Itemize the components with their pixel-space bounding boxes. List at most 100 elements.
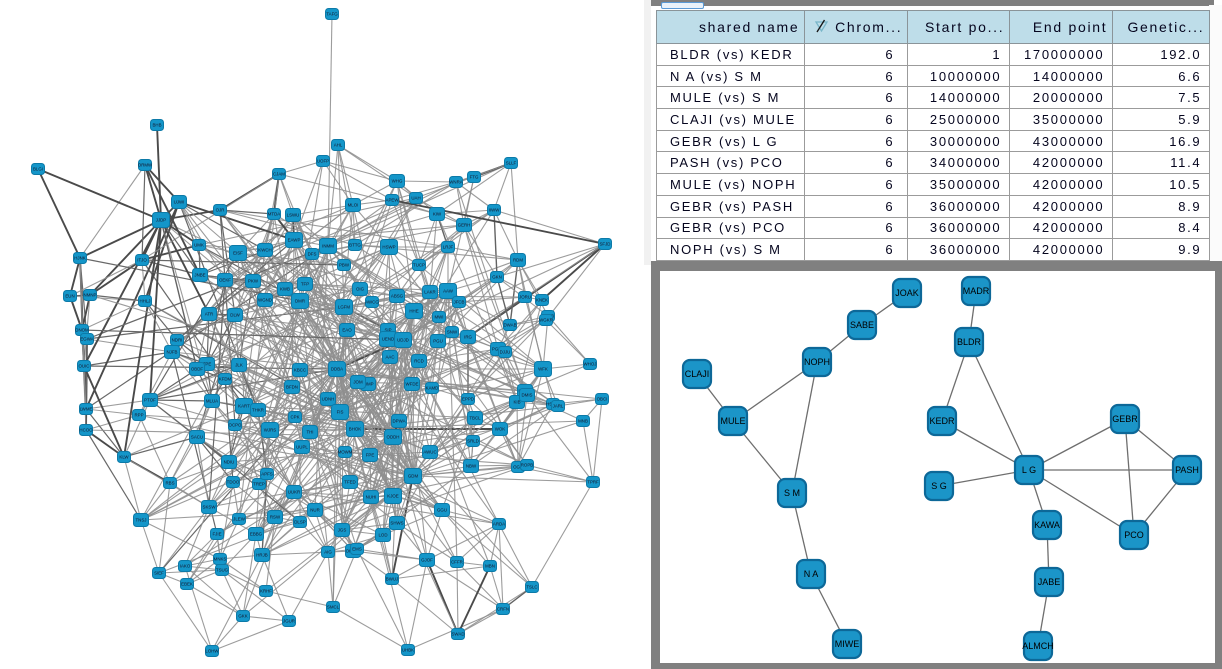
svg-text:EMS: EMS [352,547,362,552]
svg-text:BLGI: BLGI [33,167,43,172]
svg-text:NOPH: NOPH [804,357,830,367]
svg-text:JABE: JABE [1038,577,1061,587]
svg-text:AHL: AHL [334,143,343,148]
svg-text:ATR: ATR [205,312,213,317]
svg-text:DLSP: DLSP [294,520,306,525]
svg-text:AAC: AAC [385,355,394,360]
svg-text:S M: S M [784,488,800,498]
svg-text:TPE: TPE [203,362,212,367]
svg-text:BHB: BHB [152,123,161,128]
svg-text:ODDH: ODDH [387,435,400,440]
svg-text:NDIU: NDIU [224,460,235,465]
svg-text:SHWS: SHWS [390,521,403,526]
svg-text:MBN: MBN [485,564,495,569]
svg-text:SIEF: SIEF [154,571,164,576]
svg-text:AWCG: AWCG [365,300,379,305]
svg-text:NDRI: NDRI [172,338,183,343]
svg-text:SABE: SABE [850,320,874,330]
svg-text:DFS: DFS [308,252,317,257]
svg-text:EUN: EUN [65,294,74,299]
svg-text:DDBA: DDBA [331,367,343,372]
svg-text:TSLC: TSLC [526,585,537,590]
svg-text:JGUR: JGUR [283,619,295,624]
svg-text:OIG: OIG [356,287,365,292]
svg-text:ORMW: ORMW [138,163,153,168]
svg-text:KJOE: KJOE [387,494,399,499]
svg-text:AAW: AAW [443,289,454,294]
svg-text:RCD: RCD [414,359,424,364]
svg-text:L G: L G [1022,465,1036,475]
svg-text:ITJO: ITJO [137,258,147,263]
svg-text:MADR: MADR [963,286,990,296]
svg-text:HJNK: HJNK [74,256,86,261]
svg-text:KEDR: KEDR [929,416,955,426]
svg-text:FPE: FPE [366,453,375,458]
svg-text:UEND: UEND [382,337,394,342]
svg-text:WNRA: WNRA [449,180,462,185]
svg-text:JORU: JORU [519,295,531,300]
svg-text:GDM: GDM [408,474,419,479]
svg-text:EBEK: EBEK [181,582,193,587]
svg-text:IRG: IRG [464,335,472,340]
svg-text:TREP: TREP [253,482,265,487]
svg-text:MNB: MNB [578,419,588,424]
svg-text:TAFG: TAFG [326,12,338,17]
svg-text:GKN: GKN [492,275,502,280]
svg-text:DWAB: DWAB [503,323,516,328]
svg-text:EISF: EISF [233,251,243,256]
svg-text:JLK: JLK [235,363,243,368]
svg-text:MIWE: MIWE [835,639,860,649]
svg-text:DLW: DLW [230,313,240,318]
svg-text:NUHI: NUHI [366,495,377,500]
svg-text:NBW: NBW [466,464,477,469]
svg-text:EGWA: EGWA [80,337,93,342]
svg-text:CPK: CPK [290,415,299,420]
svg-text:OGK: OGK [513,465,523,470]
svg-text:NMNP: NMNP [84,293,97,298]
svg-text:CJAM: CJAM [273,172,285,177]
svg-text:PASH: PASH [1175,465,1199,475]
svg-text:WGKR: WGKR [539,318,553,323]
svg-text:CRFN: CRFN [497,607,509,612]
svg-text:PBW: PBW [339,263,350,268]
svg-text:SWAD: SWAD [451,632,464,637]
svg-text:TFED: TFED [344,480,355,485]
svg-text:WFDE: WFDE [406,382,419,387]
svg-text:UDJD: UDJD [397,338,409,343]
svg-text:TDOO: TDOO [227,480,240,485]
svg-text:WHOJ: WHOJ [584,362,597,367]
svg-text:MLOI: MLOI [348,203,359,208]
svg-text:TBCL: TBCL [469,416,481,421]
svg-text:MTDA: MTDA [268,212,281,217]
svg-text:WJRS: WJRS [264,428,277,433]
svg-text:KBCC: KBCC [294,368,306,373]
svg-text:UDNH: UDNH [322,397,335,402]
svg-text:EBBG: EBBG [250,532,263,537]
svg-text:KIB: KIB [513,400,520,405]
svg-text:SNW: SNW [447,330,458,335]
svg-text:JLEW: JLEW [233,517,246,522]
svg-text:TUCP: TUCP [413,263,425,268]
svg-text:GEBR: GEBR [1112,414,1138,424]
svg-text:JFCB: JFCB [454,300,465,305]
svg-text:LRJF: LRJF [443,245,454,250]
svg-text:KAMD: KAMD [426,386,439,391]
svg-text:EPPD: EPPD [462,397,474,402]
svg-text:DNOM: DNOM [75,328,89,333]
svg-text:LWME: LWME [80,407,93,412]
svg-text:FIS: FIS [337,410,344,415]
svg-text:GERH: GERH [458,223,471,228]
svg-text:UUKR: UUKR [288,490,300,495]
svg-text:APEW: APEW [386,198,400,203]
svg-text:WOK: WOK [495,427,506,432]
svg-text:LOHW: LOHW [205,649,219,654]
svg-text:HHLJ: HHLJ [140,299,151,304]
svg-text:CFFR: CFFR [451,560,463,565]
svg-text:WFK: WFK [538,367,548,372]
svg-text:UOFP: UOFP [317,159,329,164]
svg-text:ROPB: ROPB [521,463,534,468]
svg-text:FJIE: FJIE [212,532,221,537]
svg-text:SLLF: SLLF [506,161,517,166]
svg-text:MNKS: MNKS [214,557,227,562]
svg-text:IAKO: IAKO [180,564,191,569]
